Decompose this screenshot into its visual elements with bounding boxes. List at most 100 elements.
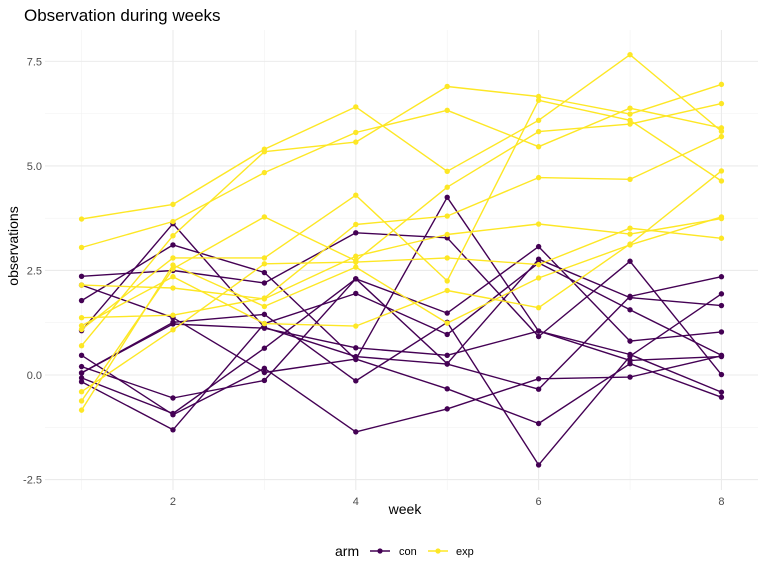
data-point-con [535,386,542,392]
data-point-exp [535,117,542,124]
data-point-con [78,363,85,370]
data-point-con [261,311,268,318]
y-axis-title: observations [5,206,21,285]
data-point-exp [261,295,268,301]
data-point-exp [718,235,725,241]
series-line-exp [81,54,722,220]
data-point-exp [261,255,268,261]
data-point-exp [353,192,359,198]
data-point-exp [353,221,359,228]
data-point-con [718,291,725,297]
data-point-exp [718,133,725,140]
data-point-exp [535,174,542,181]
data-point-con [261,280,268,286]
data-point-con [170,427,176,433]
data-point-con [353,378,359,384]
data-point-exp [170,285,176,291]
data-point-exp [261,169,268,176]
series-line-con [81,258,722,399]
data-point-con [718,371,725,378]
series-line-exp [81,135,722,319]
data-point-exp [170,266,176,272]
data-point-con [535,243,542,250]
data-point-exp [444,278,450,284]
data-point-exp [718,168,725,174]
series-con-8 [78,194,725,395]
data-point-exp [170,255,176,261]
data-point-con [444,361,450,367]
data-point-con [444,406,450,412]
data-point-con [718,353,725,359]
data-point-exp [170,218,176,225]
x-tick-label: 8 [718,496,724,508]
data-point-exp [444,213,450,219]
data-point-exp [535,304,542,311]
series-con-6 [78,220,725,392]
data-point-exp [170,262,176,268]
data-point-exp [170,327,176,333]
data-point-con [627,293,633,300]
data-point-exp [627,176,633,182]
data-point-exp [353,139,359,145]
data-point-con [78,378,85,385]
data-point-con [353,356,359,362]
data-point-con [170,242,176,248]
data-point-exp [78,244,85,251]
data-point-con [627,338,633,344]
data-point-exp [170,233,176,239]
data-point-con [535,376,542,382]
data-point-exp [78,407,85,413]
data-point-exp [535,97,542,103]
data-point-con [535,333,542,340]
data-point-exp [353,253,359,259]
series-con-5 [78,260,725,433]
series-exp-6 [78,51,725,222]
series-line-con [81,196,722,393]
series-line-con [81,262,722,431]
tick-labels: 2 4 6 8 -2.5 0.0 2.5 5.0 7.5 [23,56,724,508]
data-point-exp [627,111,633,117]
series-exp-10 [78,97,725,333]
series-lines [78,51,725,468]
data-point-exp [261,303,268,310]
series-exp-1 [78,105,725,251]
series-line-exp [81,227,722,393]
x-tick-label: 4 [353,496,359,508]
series-line-con [81,323,722,374]
data-point-con [535,462,542,468]
data-point-exp [718,215,725,222]
data-point-con [261,345,268,351]
data-point-con [444,331,450,338]
data-point-exp [353,264,359,270]
series-exp-4 [78,100,725,404]
y-tick-label: 7.5 [27,56,42,68]
series-line-exp [81,99,722,330]
data-point-exp [627,121,633,127]
data-point-exp [535,143,542,150]
legend-key-con [370,548,390,554]
data-point-exp [78,315,85,321]
data-point-exp [78,398,85,404]
series-line-exp [81,170,722,327]
data-point-con [353,290,359,297]
data-point-exp [78,322,85,329]
data-point-con [261,269,268,276]
legend-label-exp: exp [456,546,474,558]
series-exp-8 [78,133,725,321]
data-point-exp [444,287,450,294]
data-point-con [353,429,359,435]
data-point-exp [78,326,85,333]
series-line-con [81,284,722,425]
data-point-exp [78,282,85,288]
data-point-exp [353,104,359,110]
data-point-exp [261,261,268,267]
x-tick-label: 2 [170,496,176,508]
data-point-exp [535,221,542,227]
data-point-exp [444,184,450,190]
data-point-con [78,375,85,381]
series-line-con [81,293,722,466]
data-point-con [261,365,268,372]
series-exp-9 [78,225,725,395]
data-point-con [78,370,85,376]
